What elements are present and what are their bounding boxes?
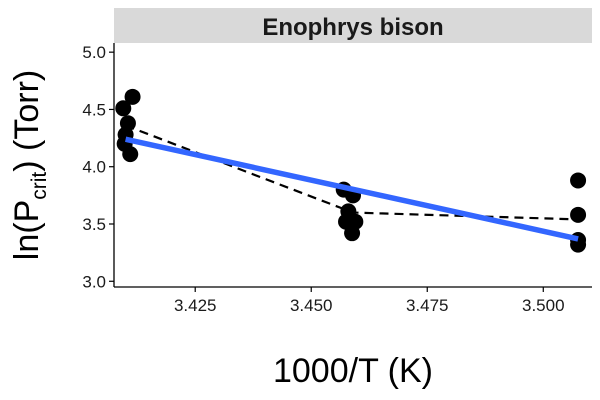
- y-axis-title: ln(Pcrit) (Torr): [8, 70, 51, 260]
- facet-strip: [114, 8, 592, 43]
- data-point: [570, 172, 587, 189]
- y-tick-label: 4.0: [82, 158, 106, 177]
- x-axis-ticks: 3.425 3.450 3.475 3.500: [174, 287, 565, 315]
- y-tick-label: 3.0: [82, 272, 106, 291]
- y-axis-title-prefix: ln(P: [8, 200, 46, 260]
- x-tick-label: 3.500: [522, 296, 565, 315]
- facet-title: Enophrys bison: [262, 14, 443, 41]
- linear-fit-line: [125, 136, 579, 242]
- x-tick-label: 3.450: [290, 296, 333, 315]
- plot-layer: [115, 88, 587, 253]
- data-point: [122, 146, 139, 163]
- y-axis-title-subscript: crit: [28, 172, 51, 200]
- y-axis-title-suffix: ) (Torr): [8, 70, 46, 172]
- data-point: [570, 206, 587, 223]
- y-axis-ticks: 3.0 3.5 4.0 4.5 5.0: [82, 43, 114, 291]
- x-axis-title: 1000/T (K): [273, 352, 433, 390]
- y-tick-label: 4.5: [82, 100, 106, 119]
- x-tick-label: 3.475: [406, 296, 449, 315]
- y-tick-label: 3.5: [82, 215, 106, 234]
- data-point: [344, 225, 361, 242]
- data-point: [124, 88, 141, 105]
- y-tick-label: 5.0: [82, 43, 106, 62]
- axes: [113, 43, 592, 288]
- data-point: [115, 100, 132, 117]
- x-tick-label: 3.425: [174, 296, 217, 315]
